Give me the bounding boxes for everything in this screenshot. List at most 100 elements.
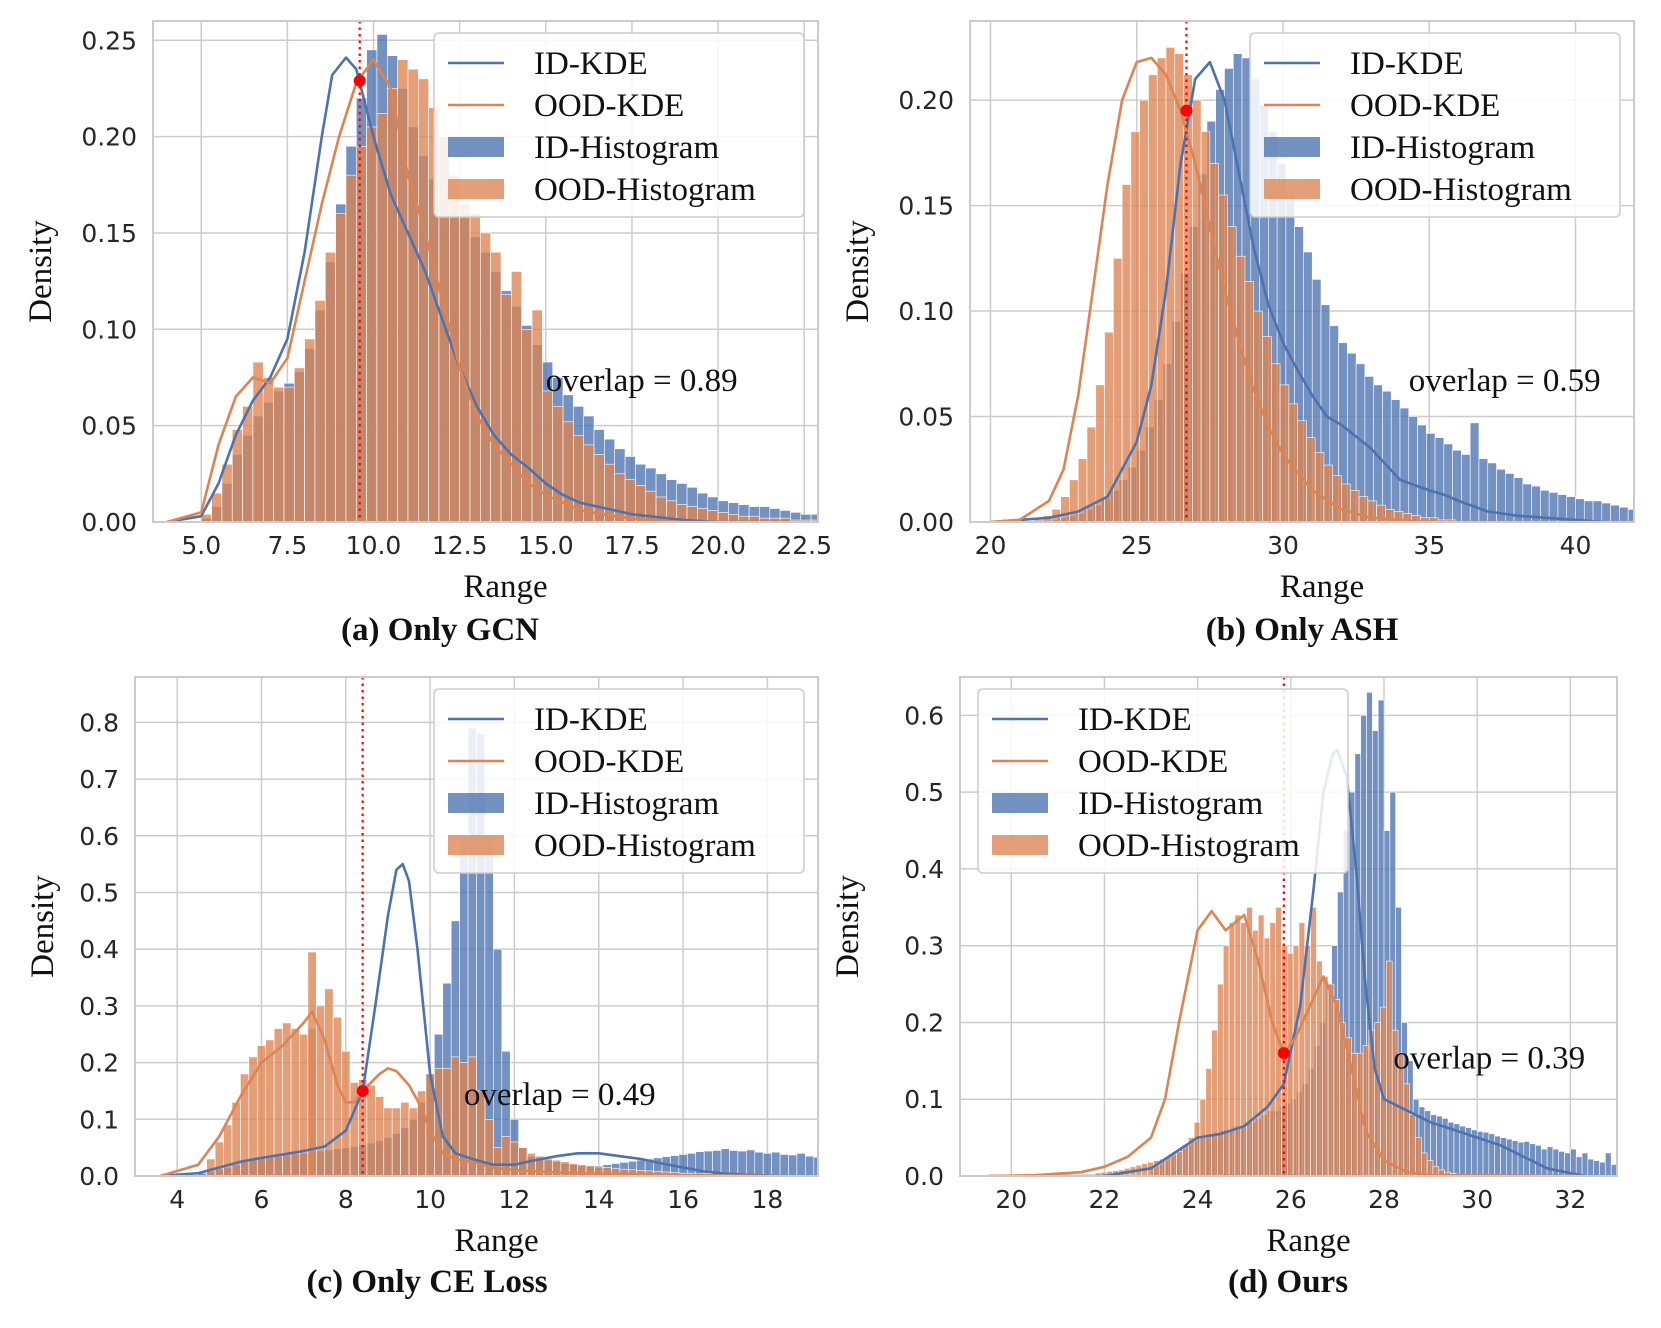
y-tick-label: 0.3	[904, 932, 944, 961]
x-tick-label: 5.0	[181, 531, 221, 560]
ood-histogram-bar	[1362, 1045, 1370, 1176]
y-axis-label: Density	[23, 220, 59, 323]
ood-histogram-bar	[469, 213, 481, 522]
x-tick-label: 28	[1368, 1185, 1400, 1214]
id-histogram-bar	[1426, 433, 1436, 522]
x-tick-label: 22	[1089, 1185, 1121, 1214]
ood-histogram-bar	[1193, 1121, 1201, 1176]
id-histogram-bar	[1434, 437, 1445, 522]
y-axis-label: Density	[830, 875, 866, 978]
ood-histogram-bar	[211, 492, 223, 522]
plot-area	[990, 21, 1661, 522]
ood-kde-line	[990, 56, 1634, 522]
panel-caption: (a) Only GCN	[341, 612, 539, 648]
ood-histogram-bar	[1205, 1068, 1212, 1176]
y-tick-label: 0.0	[904, 1162, 944, 1191]
ood-histogram-bar	[1228, 922, 1236, 1176]
ood-histogram-bar	[459, 203, 471, 522]
legend-id-histogram-label: ID-Histogram	[534, 130, 719, 166]
plot-frame	[134, 676, 819, 1177]
ood-histogram-bar	[614, 473, 626, 522]
ood-histogram-bar	[521, 329, 533, 522]
id-histogram-bar	[501, 1050, 511, 1176]
id-histogram-bar	[1646, 511, 1655, 522]
ood-histogram-bar	[1209, 163, 1219, 522]
y-tick-label: 0.05	[898, 403, 954, 432]
ood-histogram-bar	[1174, 53, 1184, 522]
ood-histogram-bar	[332, 1016, 342, 1176]
ood-histogram-bar	[206, 1158, 216, 1176]
plot-frame	[959, 676, 1618, 1177]
id-histogram-bar	[873, 520, 883, 522]
ood-histogram-bar	[1218, 194, 1228, 522]
id-histogram-bar	[1599, 1161, 1606, 1176]
id-histogram-bar	[832, 516, 842, 522]
id-histogram-bar	[842, 518, 852, 522]
legend-box	[433, 32, 805, 218]
x-tick-label: 24	[1182, 1185, 1214, 1214]
legend-id-histogram-swatch	[1264, 137, 1320, 157]
id-histogram-bar	[737, 1150, 747, 1176]
ood-histogram-bar	[1176, 1151, 1183, 1176]
ood-histogram-bar	[1148, 74, 1158, 522]
y-tick-label: 0.5	[79, 878, 119, 907]
ood-histogram-bar	[1323, 464, 1334, 522]
ood-histogram-bar	[391, 1107, 401, 1176]
id-histogram-bar	[873, 1168, 881, 1176]
x-tick-label: 14	[583, 1185, 615, 1214]
ood-histogram-bar	[335, 213, 347, 522]
ood-histogram-bar	[307, 951, 317, 1176]
ood-histogram-bar	[214, 1141, 224, 1176]
ood-histogram-bar	[408, 1107, 418, 1176]
ood-histogram-bar	[1130, 131, 1140, 522]
x-axis-label: Range	[454, 1223, 538, 1259]
ood-histogram-bar	[1252, 930, 1259, 1176]
x-tick-label: 20	[995, 1185, 1027, 1214]
legend-id-histogram-label: ID-Histogram	[1078, 786, 1263, 822]
ood-histogram-bar	[480, 232, 491, 522]
id-histogram-bar	[729, 1150, 739, 1176]
ood-histogram-bar	[1211, 1029, 1218, 1176]
ood-histogram-bar	[1310, 907, 1317, 1176]
x-tick-label: 40	[1560, 531, 1592, 560]
legend-id-kde-label: ID-KDE	[534, 46, 648, 82]
ood-histogram-bar	[1409, 1114, 1416, 1176]
plot-area	[159, 677, 881, 1176]
ood-histogram-bar	[1304, 945, 1311, 1176]
ood-histogram-bar	[1332, 475, 1342, 522]
overlap-annotation: overlap = 0.59	[1409, 363, 1601, 399]
x-tick-label: 22.5	[776, 531, 832, 560]
ood-histogram-bar	[273, 386, 285, 522]
id-histogram-bar	[746, 1149, 756, 1176]
id-histogram-bar	[762, 1153, 772, 1176]
legend-ood-histogram-swatch	[992, 835, 1048, 855]
ood-histogram-bar	[262, 377, 274, 522]
x-tick-label: 8	[338, 1185, 354, 1214]
ood-histogram-bar	[442, 1067, 452, 1176]
overlap-annotation: overlap = 0.49	[464, 1077, 656, 1113]
id-kde-line	[990, 60, 1605, 522]
id-histogram-bar	[1610, 504, 1620, 522]
id-histogram-bar	[1511, 1140, 1519, 1176]
ood-histogram-bar	[1121, 184, 1132, 522]
panel-caption: (b) Only ASH	[1206, 612, 1399, 648]
intersection-point	[1277, 1047, 1290, 1060]
id-histogram-bar	[805, 1155, 815, 1176]
id-histogram-bar	[1575, 1156, 1583, 1176]
ood-histogram-bar	[1306, 437, 1316, 522]
id-histogram-bar	[687, 1153, 697, 1176]
ood-histogram-bar	[1234, 914, 1242, 1176]
ood-histogram-bar	[1341, 483, 1351, 522]
x-tick-label: 16	[667, 1185, 699, 1214]
ood-histogram-bar	[324, 988, 334, 1176]
y-tick-label: 0.1	[904, 1085, 944, 1114]
x-tick-label: 10.0	[346, 531, 402, 560]
id-histogram-bar	[1654, 514, 1661, 522]
id-histogram-bar	[1488, 1133, 1495, 1176]
legend: ID-KDE OOD-KDE ID-Histogram OOD-Histogram	[433, 688, 805, 874]
ood-histogram-bar	[283, 386, 295, 522]
plot-area	[987, 677, 1617, 1176]
x-tick-label: 32	[1554, 1185, 1586, 1214]
y-tick-label: 0.25	[81, 26, 137, 55]
ood-histogram-bar	[1077, 458, 1088, 522]
